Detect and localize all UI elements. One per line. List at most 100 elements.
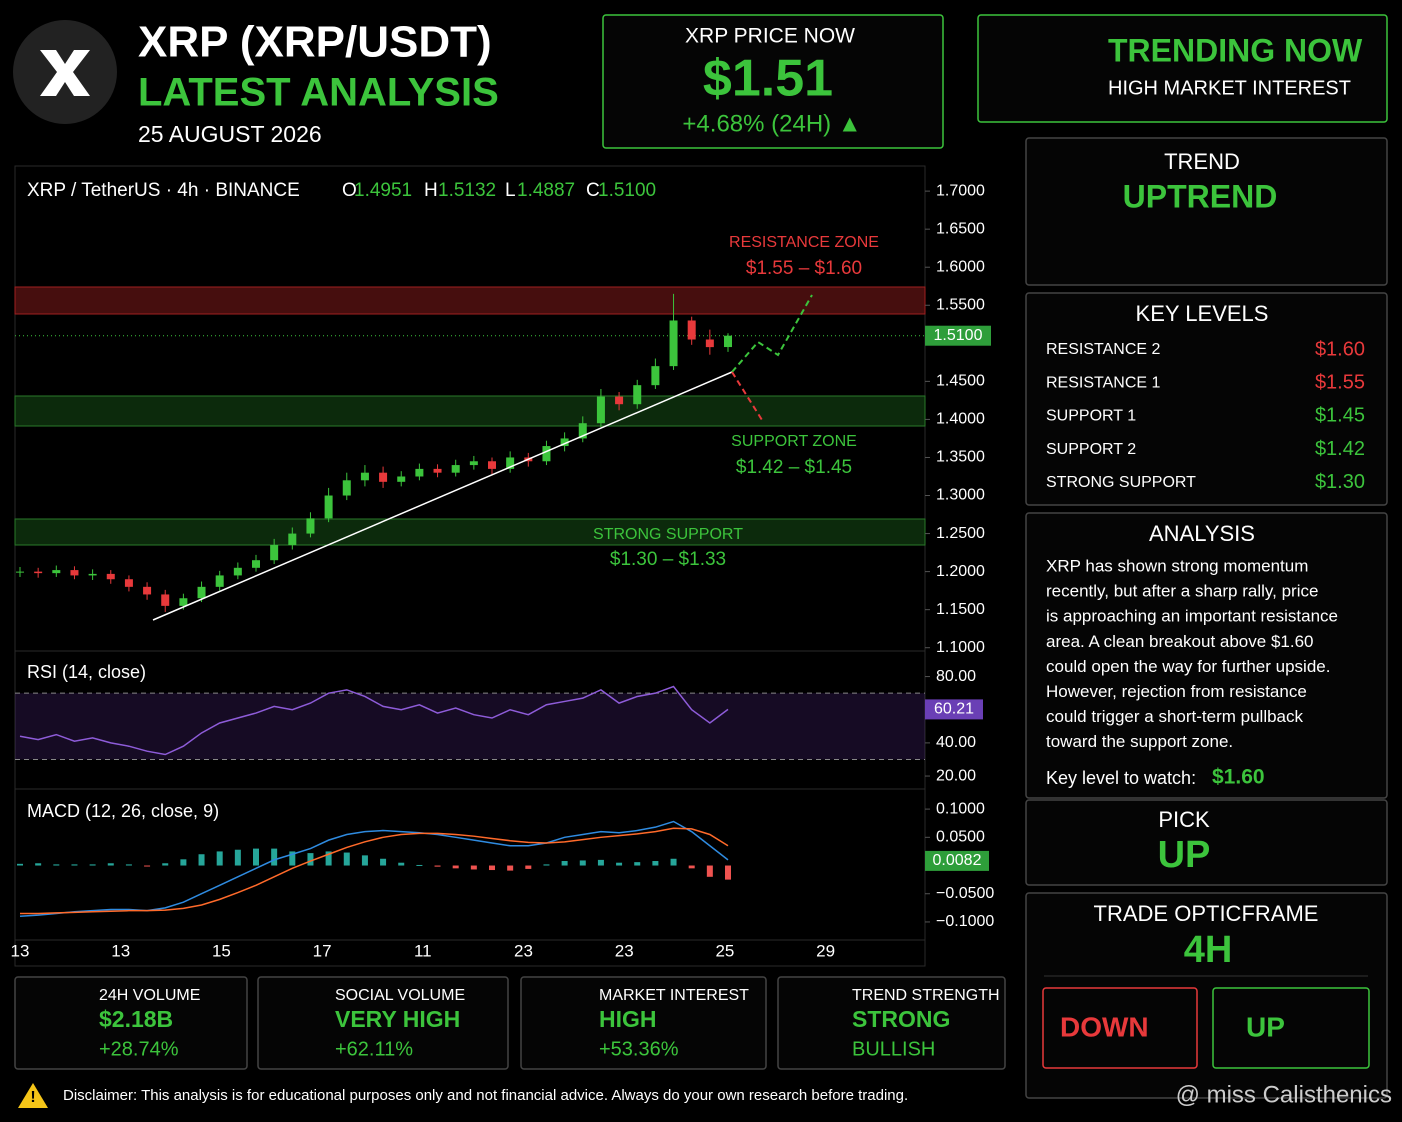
macd-histogram-bar (307, 853, 314, 866)
ohlc-value: 1.4951 (354, 180, 412, 201)
candle-body (252, 560, 260, 568)
stat-label: MARKET INTEREST (599, 987, 749, 1004)
x-tick-label: 15 (212, 941, 231, 960)
up-button[interactable] (1212, 987, 1370, 1069)
macd-histogram-bar (688, 865, 695, 869)
y-tick-label: 1.1500 (936, 601, 985, 618)
macd-histogram-bar (89, 864, 96, 866)
stat-value: $2.18B (99, 1006, 173, 1032)
zone-range: $1.42 – $1.45 (736, 457, 852, 478)
rsi-value: 60.21 (934, 701, 974, 718)
macd-histogram-bar (706, 865, 713, 877)
stat-value: VERY HIGH (335, 1006, 460, 1032)
stat-box (257, 976, 509, 1070)
level-value: $1.55 (1315, 371, 1365, 393)
macd-histogram-bar (361, 855, 368, 866)
warning-icon (18, 1083, 48, 1108)
ohlc-value: 1.4887 (517, 180, 575, 201)
last-price-label: 1.5100 (934, 327, 983, 344)
macd-histogram-bar (380, 858, 387, 866)
zone-label: SUPPORT ZONE (731, 433, 857, 450)
analysis-line: However, rejection from resistance (1046, 682, 1307, 701)
y-tick-label: 1.3000 (936, 487, 985, 504)
candle-body (270, 544, 279, 561)
trend-title: TREND (1164, 149, 1240, 174)
candle-body (560, 438, 569, 447)
candle-body (633, 385, 642, 405)
stat-label: TREND STRENGTH (852, 987, 1000, 1004)
macd-histogram-bar (35, 863, 42, 866)
y-tick-label: 0.1000 (936, 800, 985, 817)
macd-histogram-bar (434, 865, 441, 867)
warning-mark: ! (30, 1089, 35, 1106)
macd-histogram-bar (289, 851, 296, 866)
analysis-line: recently, but after a sharp rally, price (1046, 582, 1318, 601)
x-tick-label: 23 (615, 941, 634, 960)
macd-histogram-bar (162, 863, 169, 866)
candle-body (469, 461, 478, 466)
macd-histogram-bar (234, 849, 241, 866)
candle-body (615, 396, 624, 405)
macd-histogram-bar (452, 865, 459, 869)
macd-histogram-bar (180, 859, 187, 866)
macd-histogram-bar (253, 848, 259, 866)
macd-histogram-bar (652, 861, 659, 866)
analysis-line: area. A clean breakout above $1.60 (1046, 632, 1313, 651)
macd-histogram-bar (53, 864, 60, 866)
ohlc-key: H (424, 180, 438, 201)
resistance-zone (14, 286, 926, 315)
macd-histogram-bar (398, 862, 405, 866)
level-name: STRONG SUPPORT (1046, 474, 1196, 491)
price-value: $1.51 (703, 50, 833, 108)
macd-tag (925, 850, 989, 871)
x-tick-label: 25 (715, 941, 734, 960)
y-tick-label: 80.00 (936, 668, 976, 685)
zone-range: $1.30 – $1.33 (610, 549, 726, 570)
macd-histogram-bar (634, 862, 641, 866)
stat-box (777, 976, 1006, 1070)
trade-value: 4H (1184, 929, 1233, 971)
y-tick-label: 1.2500 (936, 525, 985, 542)
disclaimer: Disclaimer: This analysis is for educati… (63, 1087, 908, 1104)
candle-body (233, 567, 242, 576)
last-price-tag (925, 325, 991, 346)
candle-body (360, 472, 369, 481)
stat-label: SOCIAL VOLUME (335, 987, 465, 1004)
candle-body (687, 320, 696, 340)
stat-label: 24H VOLUME (99, 987, 200, 1004)
y-tick-label: 1.6500 (936, 220, 985, 237)
ohlc-value: 1.5100 (598, 180, 656, 201)
trade-title: TRADE OPTICFRAME (1094, 901, 1319, 926)
candle-body (488, 461, 496, 469)
stat-change: BULLISH (852, 1038, 935, 1060)
candle-body (52, 570, 61, 574)
button-label[interactable]: UP (1246, 1011, 1285, 1042)
candle-body (34, 571, 43, 574)
key-value: $1.60 (1212, 766, 1265, 789)
candle-body (16, 571, 24, 573)
candle-body (342, 480, 351, 496)
chart-symbol: XRP / TetherUS · 4h · BINANCE (27, 180, 300, 201)
zone-range: $1.55 – $1.60 (746, 258, 862, 279)
strong-support-zone (14, 518, 926, 546)
level-name: SUPPORT 2 (1046, 441, 1136, 458)
candle-body (288, 533, 297, 545)
stat-value: STRONG (852, 1006, 950, 1032)
stat-change: +28.74% (99, 1038, 179, 1060)
y-tick-label: 40.00 (936, 734, 976, 751)
candle-body (669, 320, 678, 367)
macd-histogram-bar (507, 865, 514, 871)
x-tick-label: 17 (313, 941, 332, 960)
trend-value: UPTREND (1123, 178, 1278, 214)
macd-value: 0.0082 (933, 852, 982, 869)
signal-line (20, 827, 729, 915)
level-name: RESISTANCE 1 (1046, 374, 1161, 391)
y-tick-label: 1.7000 (936, 182, 985, 199)
stat-change: +62.11% (335, 1038, 413, 1060)
down-button[interactable] (1042, 987, 1198, 1069)
button-label[interactable]: DOWN (1060, 1011, 1149, 1042)
y-tick-label: −0.0500 (936, 885, 994, 902)
ohlc-key: O (342, 180, 357, 201)
macd-histogram-bar (489, 865, 495, 871)
